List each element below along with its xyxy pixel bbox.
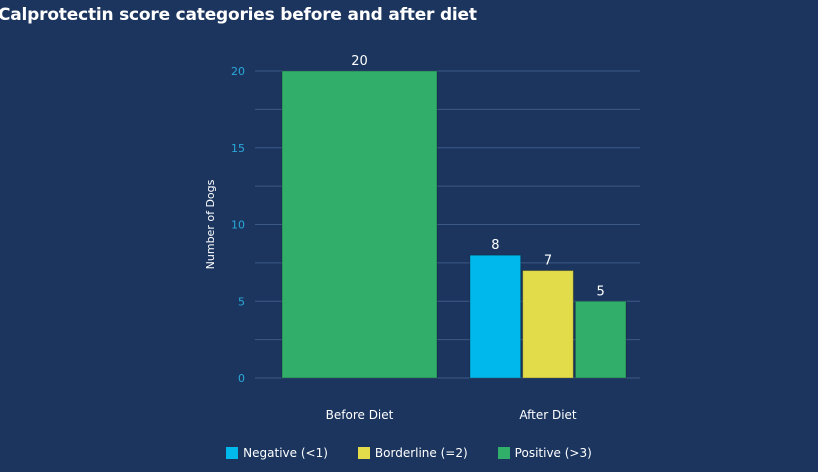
legend-item-negative[interactable]: Negative (<1) [226,446,328,460]
legend-item-borderline[interactable]: Borderline (=2) [357,446,468,460]
data-label: 8 [491,238,499,253]
data-label: 7 [544,254,552,269]
y-tick-label: 15 [231,142,245,155]
x-category-label: After Diet [519,408,577,422]
bar-after-diet-borderline [522,270,574,379]
legend-item-positive[interactable]: Positive (>3) [497,446,592,460]
y-axis-label: Number of Dogs [204,179,217,269]
data-label: 20 [351,54,368,69]
bar-after-diet-positive [574,300,627,379]
bar-chart: 0 5 10 15 20 Number of Dogs 20 Before Diet 8 7 5 Af… [204,54,640,422]
chart-title: Calprotectin score categories before and… [0,5,477,25]
legend-label-borderline: Borderline (=2) [374,446,468,460]
chart-legend: Negative (<1) Borderline (=2) Positive (… [0,446,818,460]
legend-label-negative: Negative (<1) [243,446,328,460]
y-tick-label: 0 [238,372,245,385]
legend-swatch-borderline [357,447,370,459]
bar-after-diet-negative [469,254,522,379]
y-tick-label: 5 [238,295,245,308]
legend-swatch-positive [497,447,510,459]
y-tick-label: 20 [231,65,245,78]
legend-label-positive: Positive (>3) [514,446,592,460]
bar-before-diet-positive [281,70,438,379]
data-label: 5 [597,284,605,299]
y-tick-label: 10 [231,219,245,232]
legend-swatch-negative [226,447,239,459]
x-category-label: Before Diet [326,408,394,422]
